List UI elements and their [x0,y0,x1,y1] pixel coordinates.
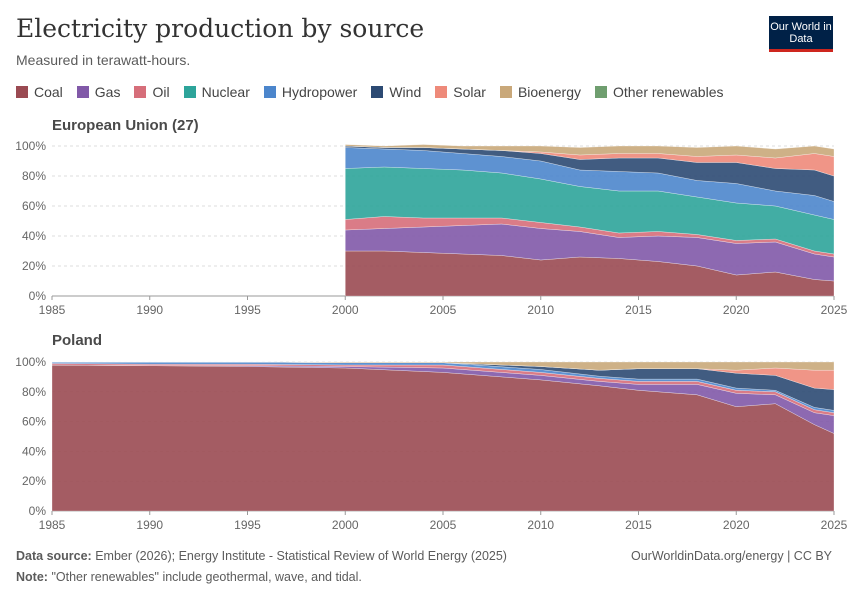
legend-label: Solar [453,84,486,100]
y-tick-label: 100% [15,139,46,153]
y-tick-label: 0% [29,504,47,518]
legend-item-other-renewables[interactable]: Other renewables [594,84,724,100]
y-tick-label: 80% [22,385,46,399]
y-tick-label: 60% [22,415,46,429]
area-bioenergy-european-union-27 [345,144,835,159]
legend-swatch [183,86,196,98]
legend-swatch [499,86,512,98]
legend-label: Other renewables [612,84,724,100]
area-bioenergy-poland [52,361,835,371]
x-tick-label: 2020 [723,303,750,317]
legend-label: Hydropower [281,84,358,100]
legend-label: Oil [152,84,170,100]
legend-label: Bioenergy [517,84,581,100]
chart-title: Electricity production by source [16,14,425,43]
note-line: Note: "Other renewables" include geother… [16,570,362,584]
x-tick-label: 2015 [625,303,652,317]
legend-item-nuclear[interactable]: Nuclear [183,84,250,100]
x-tick-label: 2000 [332,518,359,532]
owid-logo[interactable]: Our World in Data [769,16,833,52]
legend-swatch [435,86,448,98]
x-tick-label: 2025 [821,518,848,532]
x-tick-label: 2015 [625,518,652,532]
legend-swatch [134,86,147,98]
x-tick-label: 1990 [136,518,163,532]
legend-label: Wind [389,84,422,100]
legend-label: Nuclear [201,84,250,100]
x-tick-label: 2005 [430,518,457,532]
data-source-line: Data source: Ember (2026); Energy Instit… [16,549,507,563]
panel-title-european-union-27: European Union (27) [52,117,199,134]
y-tick-label: 100% [15,355,46,369]
chart-subtitle: Measured in terawatt-hours. [16,52,191,68]
data-source-text[interactable]: Ember (2026); Energy Institute - Statist… [95,549,507,563]
x-tick-label: 1995 [234,303,261,317]
x-tick-label: 2025 [821,303,848,317]
x-tick-label: 2020 [723,518,750,532]
y-tick-label: 80% [22,169,46,183]
x-tick-label: 2010 [527,518,554,532]
legend-swatch [76,86,89,98]
note-text: "Other renewables" include geothermal, w… [51,570,362,584]
legend-item-bioenergy[interactable]: Bioenergy [499,84,581,100]
x-tick-label: 1985 [39,303,66,317]
legend-item-solar[interactable]: Solar [435,84,486,100]
legend-swatch [594,86,607,98]
x-tick-label: 1995 [234,518,261,532]
x-tick-label: 1990 [136,303,163,317]
legend-item-coal[interactable]: Coal [16,84,63,100]
legend-item-wind[interactable]: Wind [371,84,421,100]
x-tick-label: 1985 [39,518,66,532]
note-label: Note: [16,570,48,584]
y-tick-label: 60% [22,199,46,213]
x-tick-label: 2010 [527,303,554,317]
y-tick-label: 40% [22,444,46,458]
y-tick-label: 20% [22,259,46,273]
legend-label: Coal [34,84,63,100]
legend-item-oil[interactable]: Oil [134,84,170,100]
y-tick-label: 40% [22,229,46,243]
legend-item-hydropower[interactable]: Hydropower [263,84,358,100]
legend-item-gas[interactable]: Gas [76,84,121,100]
data-source-label: Data source: [16,549,92,563]
x-tick-label: 2000 [332,303,359,317]
legend-label: Gas [94,84,121,100]
y-tick-label: 20% [22,474,46,488]
credit-link[interactable]: OurWorldinData.org/energy | CC BY [630,549,832,563]
x-tick-label: 2005 [430,303,457,317]
legend-swatch [263,86,276,98]
panel-title-poland: Poland [52,332,102,349]
y-tick-label: 0% [29,289,47,303]
legend-swatch [16,86,28,98]
chart-legend: Coal Gas Oil Nuclear Hydropower Wind Solar Bioe… [16,84,738,100]
legend-swatch [371,86,384,98]
